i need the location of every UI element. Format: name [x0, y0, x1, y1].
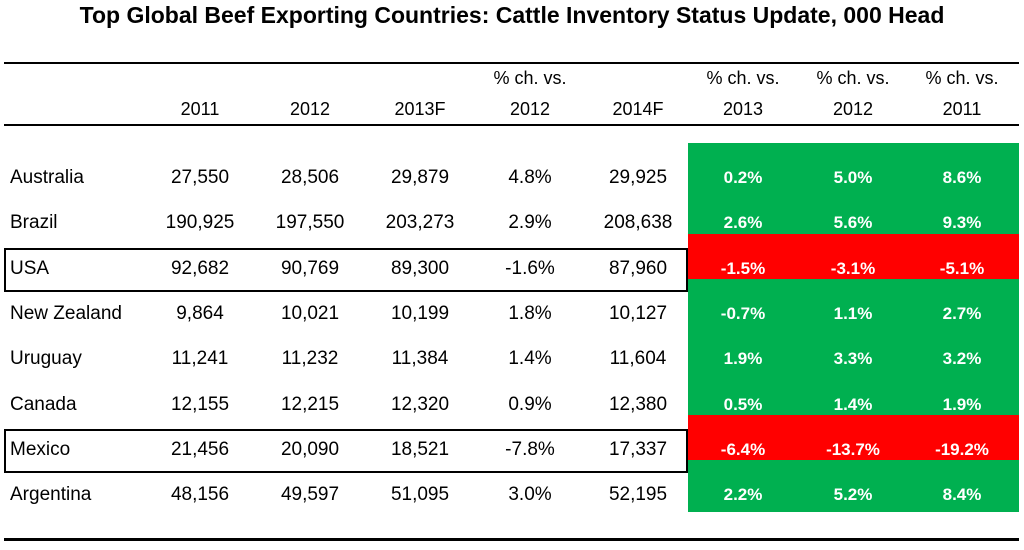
- row-country-label: New Zealand: [10, 302, 122, 324]
- table-cell: 12,320: [390, 393, 450, 415]
- column-header-line1: % ch. vs.: [706, 68, 780, 88]
- change-value-cell: 2.6%: [723, 213, 763, 233]
- change-value-cell: 8.4%: [942, 485, 982, 505]
- column-header-line1: % ch. vs.: [493, 68, 567, 88]
- table-cell: 12,380: [608, 393, 668, 415]
- change-value-cell: 5.2%: [833, 485, 873, 505]
- column-header: 2012: [289, 99, 331, 119]
- table-cell: 92,682: [170, 257, 230, 279]
- column-header-line1: % ch. vs.: [816, 68, 890, 88]
- negative-change-fill: [688, 234, 1019, 279]
- column-header: 2014F: [612, 99, 664, 119]
- table-cell: 10,199: [390, 302, 450, 324]
- change-value-cell: 0.2%: [723, 168, 763, 187]
- table-cell: 12,155: [170, 393, 230, 415]
- change-value-cell: 3.3%: [833, 349, 873, 369]
- row-country-label: Brazil: [10, 212, 58, 234]
- table-title: Top Global Beef Exporting Countries: Cat…: [79, 2, 945, 28]
- table-cell: 21,456: [170, 438, 230, 460]
- highlight-row-box: [4, 248, 688, 292]
- column-header: 2013: [722, 99, 764, 119]
- table-cell: -7.8%: [505, 438, 555, 460]
- table-cell: 208,638: [603, 212, 673, 234]
- row-country-label: Canada: [10, 393, 77, 415]
- change-value-cell: 2.2%: [723, 485, 763, 505]
- table-cell: 11,241: [171, 348, 229, 370]
- row-country-label: Uruguay: [10, 348, 82, 370]
- change-value-cell: 1.4%: [833, 394, 873, 414]
- change-value-cell: -13.7%: [826, 439, 880, 459]
- change-value-cell: 1.1%: [833, 303, 873, 323]
- column-header: 2011: [180, 99, 220, 119]
- table-cell: 20,090: [280, 438, 340, 460]
- table-cell: 90,769: [280, 257, 340, 279]
- change-value-cell: -1.5%: [720, 258, 766, 278]
- row-country-label: USA: [10, 257, 50, 279]
- change-value-cell: 3.2%: [942, 349, 982, 369]
- change-value-cell: 5.0%: [833, 168, 873, 187]
- change-value-cell: -6.4%: [720, 439, 766, 459]
- table-cell: 11,384: [391, 348, 449, 370]
- column-header: 2012: [832, 99, 874, 119]
- change-value-cell: 8.6%: [942, 168, 982, 187]
- table-cell: 17,337: [608, 438, 668, 460]
- change-value-cell: -5.1%: [939, 258, 985, 278]
- change-value-cell: -0.7%: [720, 303, 766, 323]
- table-cell: 1.8%: [508, 302, 552, 324]
- column-header: 2013F: [394, 99, 446, 119]
- change-value-cell: -3.1%: [830, 258, 876, 278]
- change-value-cell: 0.5%: [723, 394, 763, 414]
- table-cell: 0.9%: [508, 393, 552, 415]
- table-cell: 89,300: [390, 257, 450, 279]
- table-cell: 203,273: [385, 212, 455, 234]
- table-cell: 1.4%: [508, 348, 552, 370]
- table-cell: 87,960: [608, 257, 668, 279]
- table-cell: 190,925: [165, 212, 235, 234]
- change-value-cell: -19.2%: [935, 439, 989, 459]
- row-country-label: Argentina: [10, 484, 92, 506]
- table-cell: 27,550: [170, 167, 230, 188]
- header-rule: [4, 124, 1019, 126]
- highlight-row-box: [4, 429, 688, 473]
- positive-change-fill: [688, 143, 1019, 234]
- table-cell: 10,127: [608, 302, 668, 324]
- positive-change-fill: [688, 279, 1019, 415]
- table-cell: 9,864: [176, 302, 224, 324]
- change-value-cell: 1.9%: [723, 349, 763, 369]
- table-cell: 2.9%: [508, 212, 552, 234]
- row-country-label: Mexico: [10, 438, 71, 460]
- table-cell: 11,232: [281, 348, 339, 370]
- column-header: 2012: [509, 99, 551, 119]
- change-value-cell: 2.7%: [942, 303, 982, 323]
- column-header-line1: % ch. vs.: [925, 68, 999, 88]
- table-cell: 18,521: [390, 438, 450, 460]
- table-cell: -1.6%: [505, 257, 555, 279]
- top-rule: [4, 62, 1019, 64]
- change-value-cell: 5.6%: [833, 213, 873, 233]
- change-value-cell: 1.9%: [942, 394, 982, 414]
- table-cell: 4.8%: [508, 167, 552, 188]
- table-cell: 49,597: [280, 484, 340, 506]
- table-cell: 52,195: [608, 484, 668, 506]
- table-cell: 48,156: [170, 484, 230, 506]
- change-value-cell: 9.3%: [942, 213, 982, 233]
- table-cell: 197,550: [275, 212, 345, 234]
- table-cell: 28,506: [280, 167, 340, 188]
- table-cell: 51,095: [390, 484, 450, 506]
- table-cell: 3.0%: [508, 484, 552, 506]
- positive-change-fill: [688, 460, 1019, 512]
- negative-change-fill: [688, 415, 1019, 460]
- table-cell: 10,021: [280, 302, 340, 324]
- column-header: 2011: [942, 99, 982, 119]
- table-cell: 12,215: [280, 393, 340, 415]
- table-cell: 29,879: [390, 167, 450, 188]
- table-cell: 29,925: [608, 167, 668, 188]
- bottom-rule: [4, 538, 1019, 541]
- row-country-label: Australia: [10, 167, 84, 188]
- table-cell: 11,604: [609, 348, 667, 370]
